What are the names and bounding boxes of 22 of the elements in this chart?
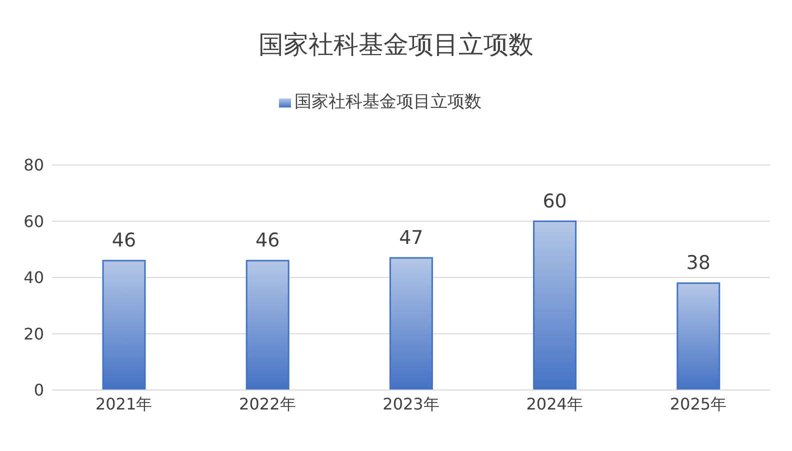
legend-label: 国家社科基金项目立项数 [294, 92, 482, 112]
y-tick-label: 40 [24, 268, 44, 288]
data-label: 46 [112, 230, 136, 252]
bar [102, 260, 146, 390]
y-tick-label: 80 [24, 156, 44, 175]
data-label: 38 [686, 252, 710, 274]
x-tick-label: 2021年 [95, 394, 152, 414]
bar [389, 257, 433, 390]
y-tick-label: 60 [24, 212, 44, 231]
data-label: 60 [542, 190, 567, 212]
chart-title: 国家社科基金项目立项数 [258, 28, 534, 60]
x-tick-label: 2022年 [239, 394, 296, 414]
bar [246, 260, 290, 390]
y-tick-label: 20 [24, 324, 44, 344]
data-label: 46 [256, 230, 280, 252]
bar [533, 220, 577, 390]
x-tick-label: 2025年 [670, 394, 727, 414]
data-label: 47 [399, 226, 424, 249]
x-tick-label: 2024年 [526, 394, 583, 414]
x-tick-label: 2023年 [382, 394, 440, 414]
bar [676, 282, 720, 390]
y-tick-label: 0 [34, 380, 44, 400]
